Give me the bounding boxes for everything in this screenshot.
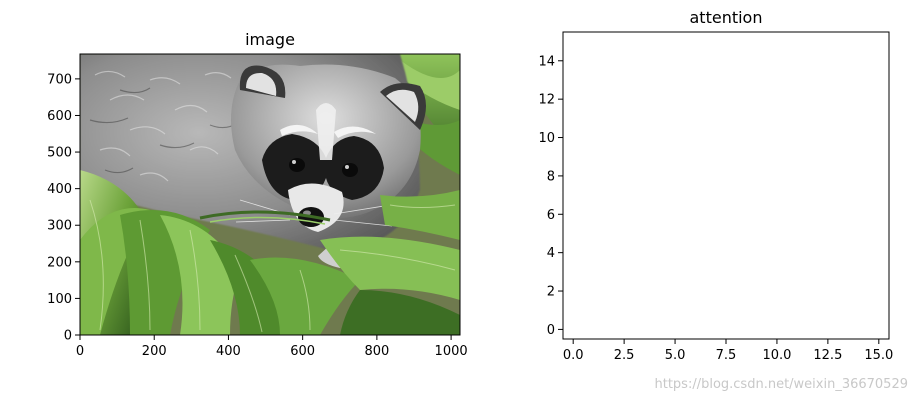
image-y-tick-label: 700 — [47, 72, 72, 87]
image-x-tick-label: 1000 — [435, 344, 468, 359]
attention-y-tick-label: 0 — [547, 323, 555, 338]
image-y-tick-label: 400 — [47, 182, 72, 197]
image-x-ticks: 0 200 400 600 800 1000 — [76, 335, 468, 359]
image-y-tick-label: 600 — [47, 109, 72, 124]
image-y-tick-label: 200 — [47, 255, 72, 270]
image-axes: image — [47, 30, 467, 359]
attention-x-tick-label: 10.0 — [762, 348, 791, 363]
image-y-tick-label: 0 — [64, 329, 72, 344]
attention-x-tick-label: 7.5 — [716, 348, 737, 363]
attention-y-tick-label: 2 — [547, 285, 555, 300]
attention-title: attention — [690, 8, 763, 27]
attention-y-tick-label: 4 — [547, 246, 555, 261]
attention-y-tick-label: 14 — [538, 54, 555, 69]
attention-x-tick-label: 5.0 — [665, 348, 686, 363]
image-x-tick-label: 400 — [216, 344, 241, 359]
image-x-tick-label: 600 — [290, 344, 315, 359]
watermark: https://blog.csdn.net/weixin_36670529 — [654, 377, 908, 392]
attention-axes: attention 0.0 2.5 5.0 7.5 10.0 12.5 15.0 0 2 4 6 8… — [538, 8, 893, 363]
image-x-tick-label: 200 — [142, 344, 167, 359]
attention-y-tick-label: 8 — [547, 169, 555, 184]
image-y-tick-label: 100 — [47, 292, 72, 307]
attention-x-tick-label: 0.0 — [563, 348, 584, 363]
raccoon-image — [80, 54, 460, 335]
attention-frame — [562, 31, 890, 340]
attention-y-tick-label: 12 — [538, 93, 555, 108]
image-y-tick-label: 300 — [47, 219, 72, 234]
attention-x-tick-label: 15.0 — [864, 348, 893, 363]
attention-y-tick-label: 6 — [547, 208, 555, 223]
attention-x-tick-label: 2.5 — [614, 348, 635, 363]
attention-y-tick-label: 10 — [538, 131, 555, 146]
image-title: image — [245, 30, 295, 49]
image-y-ticks: 0 100 200 300 400 500 600 700 — [47, 72, 80, 344]
image-x-tick-label: 0 — [76, 344, 84, 359]
image-x-tick-label: 800 — [364, 344, 389, 359]
attention-x-tick-label: 12.5 — [813, 348, 842, 363]
image-frame — [79, 53, 461, 336]
attention-y-ticks: 0 2 4 6 8 10 12 14 — [538, 54, 563, 338]
image-y-tick-label: 500 — [47, 146, 72, 161]
attention-x-ticks: 0.0 2.5 5.0 7.5 10.0 12.5 15.0 — [563, 339, 893, 363]
